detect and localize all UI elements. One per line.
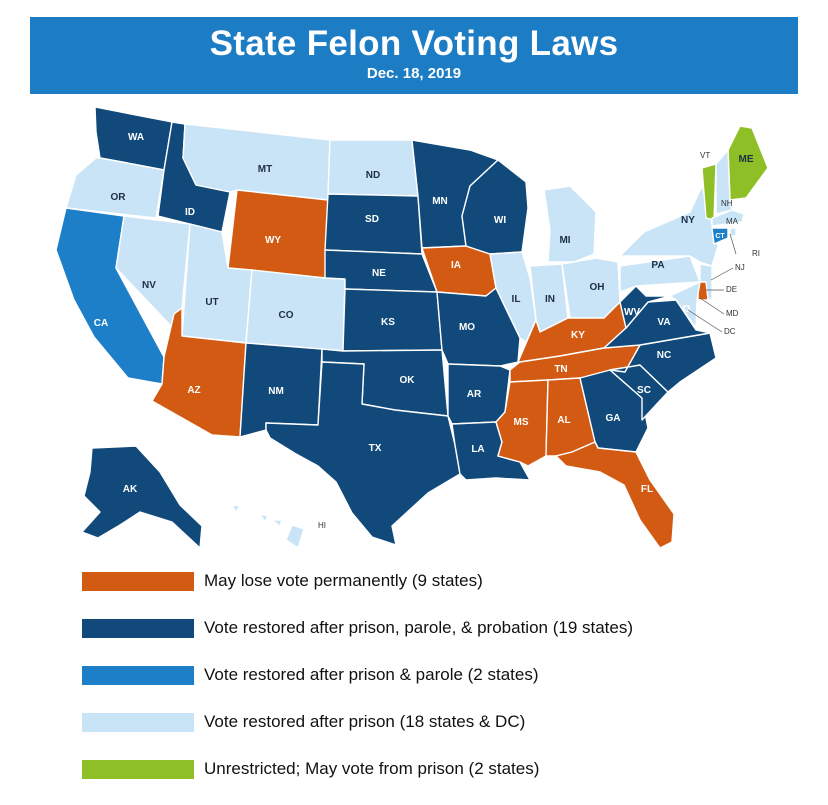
state-hi — [231, 504, 305, 549]
map-title: State Felon Voting Laws — [209, 24, 619, 63]
legend-label-probation: Vote restored after prison, parole, & pr… — [204, 618, 634, 637]
state-label-hi: HI — [318, 521, 326, 530]
legend-label-prison: Vote restored after prison (18 states & … — [204, 712, 526, 731]
legend-label-unrestricted: Unrestricted; May vote from prison (2 st… — [204, 759, 540, 778]
state-ak — [81, 445, 203, 549]
state-label-la: LA — [471, 444, 484, 455]
state-label-nv: NV — [142, 280, 156, 291]
state-co — [245, 269, 346, 352]
state-label-wy: WY — [265, 235, 281, 246]
state-ct — [711, 227, 729, 245]
state-label-nh: NH — [721, 199, 733, 208]
state-label-md: MD — [726, 309, 739, 318]
legend-item-permanent: May lose vote permanently (9 states) — [82, 570, 633, 592]
state-label-in: IN — [545, 294, 555, 305]
state-label-oh: OH — [590, 282, 605, 293]
state-label-al: AL — [557, 415, 570, 426]
state-wy — [227, 189, 329, 279]
map-date: Dec. 18, 2019 — [366, 65, 462, 82]
state-fl — [555, 441, 675, 549]
leader-line — [729, 233, 737, 255]
state-ny — [619, 185, 719, 267]
legend-label-permanent: May lose vote permanently (9 states) — [204, 571, 483, 590]
legend-swatch-parole — [82, 665, 194, 685]
state-pa — [619, 255, 701, 293]
title-banner: State Felon Voting Laws Dec. 18, 2019 — [30, 17, 798, 94]
state-label-ga: GA — [606, 413, 621, 424]
state-label-ct: CT — [715, 233, 725, 240]
state-mi — [543, 185, 597, 263]
state-nh — [715, 149, 733, 215]
state-label-ri: RI — [752, 249, 760, 258]
state-label-wa: WA — [128, 132, 144, 143]
state-label-or: OR — [111, 192, 127, 203]
state-tx — [265, 361, 461, 546]
state-label-az: AZ — [187, 385, 200, 396]
legend-item-probation: Vote restored after prison, parole, & pr… — [82, 617, 633, 639]
legend-swatch-probation — [82, 618, 194, 638]
state-label-dc: DC — [724, 327, 736, 336]
state-label-ma: MA — [726, 217, 739, 226]
state-nd — [327, 139, 419, 197]
state-label-vt: VT — [700, 151, 710, 160]
state-label-tn: TN — [554, 364, 567, 375]
leader-line — [687, 309, 723, 333]
state-label-nd: ND — [366, 170, 380, 181]
state-label-nj: NJ — [735, 263, 745, 272]
state-md — [669, 281, 701, 329]
legend-swatch-permanent — [82, 571, 194, 591]
state-label-nm: NM — [268, 386, 284, 397]
legend-item-unrestricted: Unrestricted; May vote from prison (2 st… — [82, 758, 633, 780]
state-label-mi: MI — [559, 235, 570, 246]
state-label-ks: KS — [381, 317, 395, 328]
state-label-va: VA — [657, 317, 670, 328]
state-label-pa: PA — [651, 260, 664, 271]
state-label-tx: TX — [369, 443, 382, 454]
state-label-ia: IA — [451, 260, 461, 271]
state-label-wv: WV — [624, 307, 640, 318]
legend-label-parole: Vote restored after prison & parole (2 s… — [204, 665, 539, 684]
state-label-mt: MT — [258, 164, 272, 175]
state-label-sd: SD — [365, 214, 379, 225]
state-ma — [711, 209, 745, 227]
legend-swatch-prison — [82, 712, 194, 732]
state-label-mo: MO — [459, 322, 475, 333]
state-label-co: CO — [279, 310, 294, 321]
legend-item-prison: Vote restored after prison (18 states & … — [82, 711, 633, 733]
state-or — [65, 157, 165, 219]
state-va — [603, 299, 711, 349]
legend-item-parole: Vote restored after prison & parole (2 s… — [82, 664, 633, 686]
leader-line — [699, 297, 725, 315]
us-states-map: WA OR CA NV ID MT WY UT CO AZ NM ND SD NE KS OK TX MN IA MO… — [55, 106, 769, 549]
leader-line — [710, 267, 734, 281]
legend-swatch-unrestricted — [82, 759, 194, 779]
state-label-mn: MN — [432, 196, 448, 207]
state-label-me: ME — [739, 154, 754, 165]
state-label-ky: KY — [571, 330, 585, 341]
state-label-ms: MS — [514, 417, 529, 428]
state-label-ut: UT — [205, 297, 218, 308]
state-label-il: IL — [512, 294, 521, 305]
state-label-id: ID — [185, 207, 195, 218]
state-label-fl: FL — [641, 484, 653, 495]
state-label-ak: AK — [123, 484, 138, 495]
state-label-ne: NE — [372, 268, 386, 279]
state-label-ok: OK — [400, 375, 416, 386]
state-label-de: DE — [726, 285, 737, 294]
state-label-nc: NC — [657, 350, 671, 361]
state-ri — [729, 227, 737, 237]
legend: May lose vote permanently (9 states) Vot… — [82, 570, 633, 805]
state-label-ca: CA — [94, 318, 108, 329]
state-label-wi: WI — [494, 215, 506, 226]
state-label-sc: SC — [637, 385, 651, 396]
state-label-ar: AR — [467, 389, 482, 400]
state-label-ny: NY — [681, 215, 695, 226]
